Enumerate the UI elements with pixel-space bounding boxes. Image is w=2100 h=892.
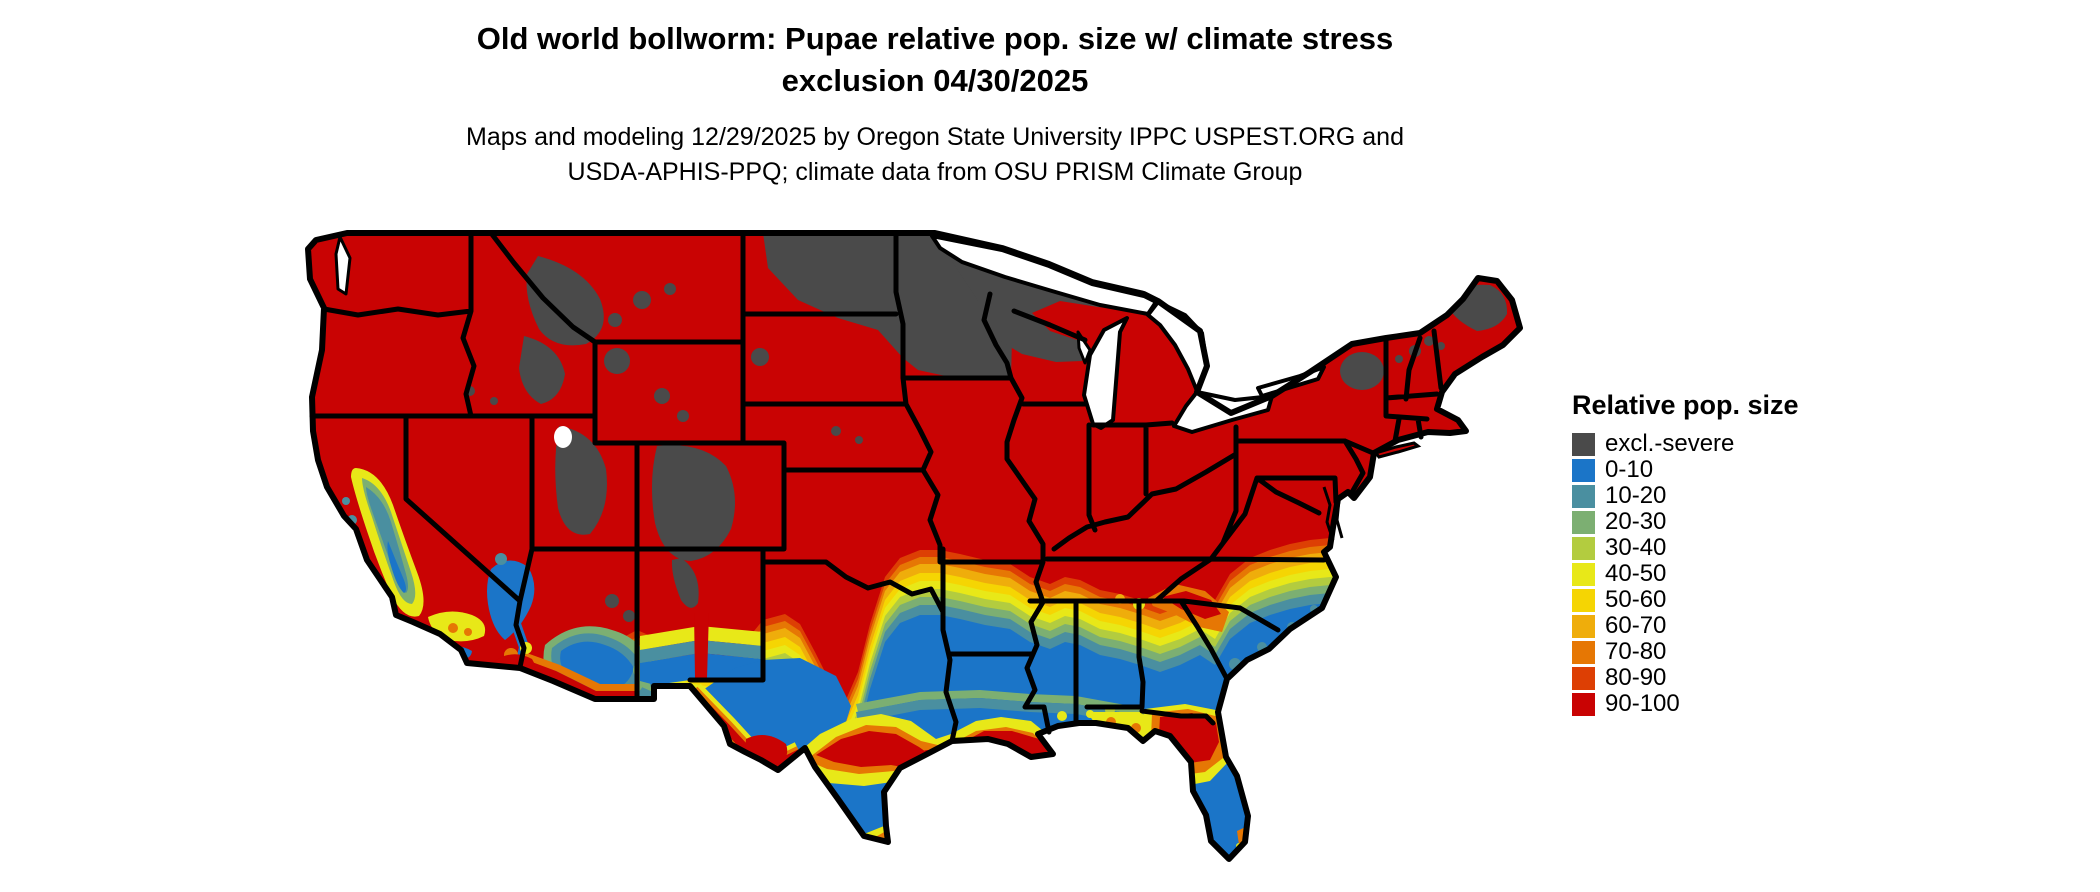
great-lakes — [334, 234, 1326, 434]
legend-swatch — [1572, 666, 1595, 690]
legend-item: excl.-severe — [1572, 430, 1799, 457]
subtitle-line1: Maps and modeling 12/29/2025 by Oregon S… — [466, 123, 1404, 151]
page-title-line2: exclusion 04/30/2025 — [781, 63, 1089, 98]
legend-item: 20-30 — [1572, 508, 1799, 535]
legend: Relative pop. size excl.-severe 0-10 10-… — [1572, 390, 1799, 717]
legend-swatch — [1572, 562, 1595, 586]
legend-item: 30-40 — [1572, 534, 1799, 561]
legend-label: 90-100 — [1605, 690, 1680, 717]
legend-swatch — [1572, 640, 1595, 664]
legend-label: 80-90 — [1605, 664, 1667, 691]
legend-label: 10-20 — [1605, 482, 1667, 509]
legend-swatch — [1572, 510, 1595, 534]
legend-item: 60-70 — [1572, 612, 1799, 639]
legend-label: 60-70 — [1605, 612, 1667, 639]
great-salt-lake — [554, 426, 572, 448]
legend-item: 90-100 — [1572, 690, 1799, 717]
legend-swatch — [1572, 536, 1595, 560]
subtitle-line2: USDA-APHIS-PPQ; climate data from OSU PR… — [567, 158, 1303, 186]
legend-swatch — [1572, 484, 1595, 508]
puget-sound — [334, 235, 352, 296]
figure-header: Old world bollworm: Pupae relative pop. … — [0, 18, 1870, 102]
legend-item: 50-60 — [1572, 586, 1799, 613]
legend-label: 70-80 — [1605, 638, 1667, 665]
legend-label: 30-40 — [1605, 534, 1667, 561]
legend-swatch — [1572, 588, 1595, 612]
excluded-severe-region — [465, 233, 1508, 622]
legend-item: 40-50 — [1572, 560, 1799, 587]
chesapeake-bay-detail — [1322, 486, 1344, 541]
legend-label: 0-10 — [1605, 456, 1654, 483]
legend-item: 0-10 — [1572, 456, 1799, 483]
legend-item: 10-20 — [1572, 482, 1799, 509]
legend-swatch — [1572, 692, 1595, 716]
legend-label: excl.-severe — [1605, 430, 1735, 457]
legend-label: 20-30 — [1605, 508, 1667, 535]
legend-item: 80-90 — [1572, 664, 1799, 691]
legend-label: 50-60 — [1605, 586, 1667, 613]
us-outline — [305, 230, 1523, 862]
legend-item: 70-80 — [1572, 638, 1799, 665]
long-island — [1373, 441, 1422, 459]
figure-subtitle: Maps and modeling 12/29/2025 by Oregon S… — [0, 120, 1870, 190]
page-title-line1: Old world bollworm: Pupae relative pop. … — [476, 21, 1394, 56]
legend-swatch — [1572, 458, 1595, 482]
legend-swatch — [1572, 614, 1595, 638]
legend-label: 40-50 — [1605, 560, 1667, 587]
legend-swatch — [1572, 432, 1595, 456]
legend-title: Relative pop. size — [1572, 390, 1799, 420]
state-borders — [309, 230, 1444, 744]
